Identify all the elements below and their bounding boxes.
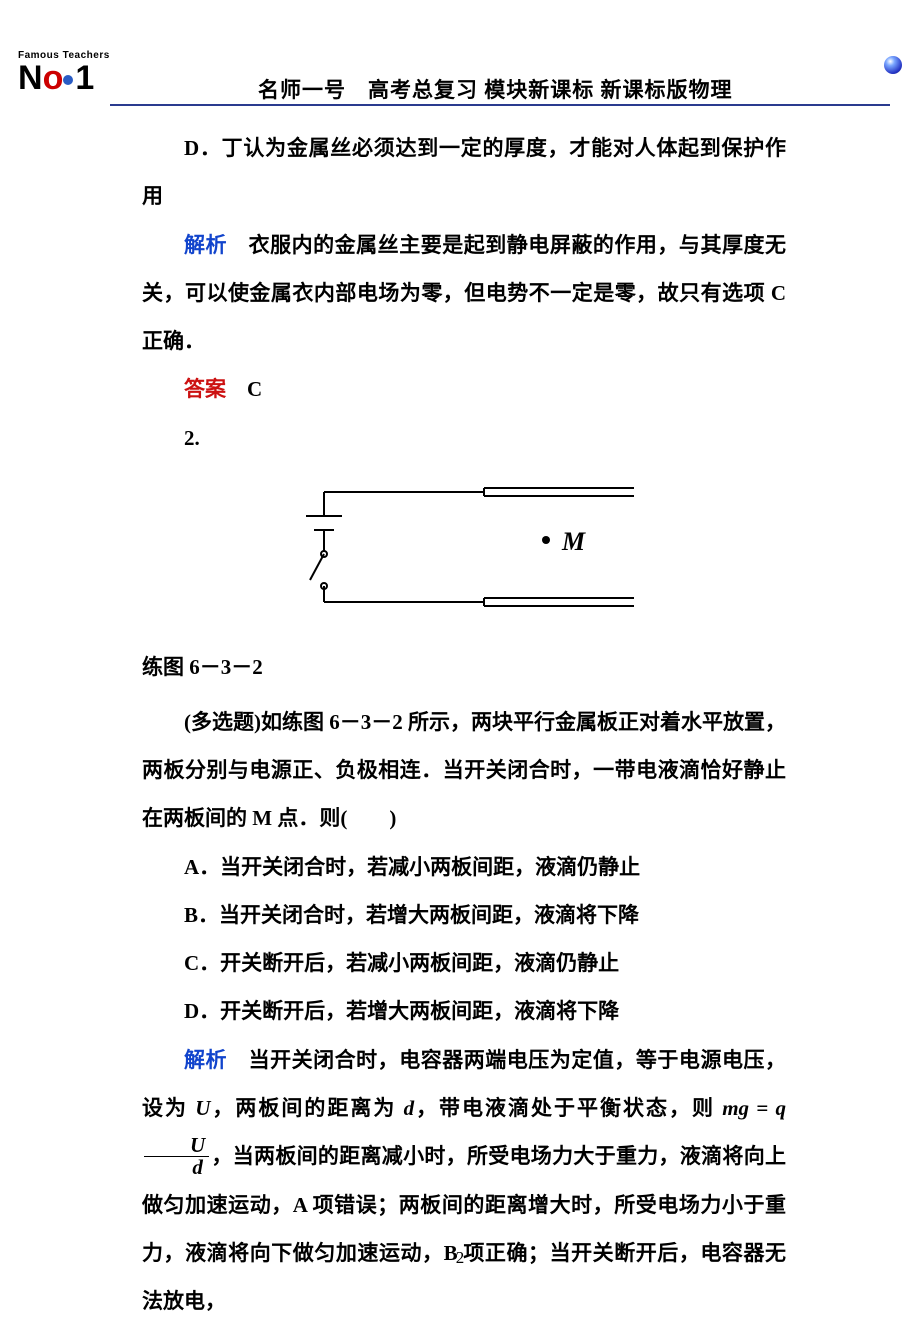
eq-mg: mg (722, 1096, 749, 1120)
analysis-2-p3: ，带电液滴处于平衡状态，则 (414, 1096, 722, 1120)
logo-main: No1 (18, 63, 122, 94)
var-u: U (195, 1096, 210, 1120)
header-divider (110, 104, 890, 106)
analysis-2: 解析 当开关闭合时，电容器两端电压为定值，等于电源电压，设为 U，两板间的距离为… (142, 1036, 786, 1326)
brand-logo: Famous Teachers No1 (18, 50, 122, 106)
answer-label: 答案 (184, 377, 226, 401)
question-2-stem: (多选题)如练图 6－3－2 所示，两块平行金属板正对着水平放置，两板分别与电源… (142, 698, 786, 843)
logo-o: o (43, 59, 64, 97)
circuit-diagram-icon: M (284, 472, 644, 622)
analysis-label: 解析 (184, 233, 227, 257)
eq-q: q (776, 1096, 787, 1120)
document-body: D．丁认为金属丝必须达到一定的厚度，才能对人体起到保护作用 解析 衣服内的金属丝… (142, 124, 786, 1326)
fraction-u-over-d: Ud (144, 1135, 209, 1178)
analysis-2-label: 解析 (184, 1048, 227, 1072)
figure-6-3-2: M (142, 472, 786, 639)
answer-value: C (226, 377, 262, 401)
fraction-denominator: d (144, 1157, 209, 1178)
eq-equals: = (749, 1096, 775, 1120)
option-d-text: D．丁认为金属丝必须达到一定的厚度，才能对人体起到保护作用 (142, 124, 786, 221)
fraction-numerator: U (144, 1135, 209, 1157)
analysis-2-p2: ，两板间的距离为 (210, 1096, 403, 1120)
option-a: A．当开关闭合时，若减小两板间距，液滴仍静止 (142, 843, 786, 891)
logo-n: N (18, 59, 43, 97)
analysis-2-p4: ，当两板间的距离减小时，所受电场力大于重力，液滴将向上做匀加速运动，A 项错误；… (142, 1144, 786, 1313)
option-d2: D．开关断开后，若增大两板间距，液滴将下降 (142, 987, 786, 1035)
figure-caption: 练图 6－3－2 (142, 643, 786, 691)
logo-one: 1 (73, 59, 94, 97)
logo-dot-icon (63, 63, 73, 94)
option-b: B．当开关闭合时，若增大两板间距，液滴将下降 (142, 891, 786, 939)
analysis-para-1: 解析 衣服内的金属丝主要是起到静电屏蔽的作用，与其厚度无关，可以使金属衣内部电场… (142, 221, 786, 366)
analysis-text: 衣服内的金属丝主要是起到静电屏蔽的作用，与其厚度无关，可以使金属衣内部电场为零，… (142, 233, 786, 354)
point-m-label: M (561, 527, 586, 556)
page-header-title: 名师一号 高考总复习 模块新课标 新课标版物理 (258, 74, 733, 104)
corner-orb-icon (884, 56, 902, 74)
option-c: C．开关断开后，若减小两板间距，液滴仍静止 (142, 939, 786, 987)
answer-line: 答案 C (142, 365, 786, 413)
page-number: 2 (0, 1248, 920, 1268)
var-d: d (404, 1096, 415, 1120)
question-2-number: 2. (142, 414, 786, 462)
point-m-dot (542, 536, 550, 544)
